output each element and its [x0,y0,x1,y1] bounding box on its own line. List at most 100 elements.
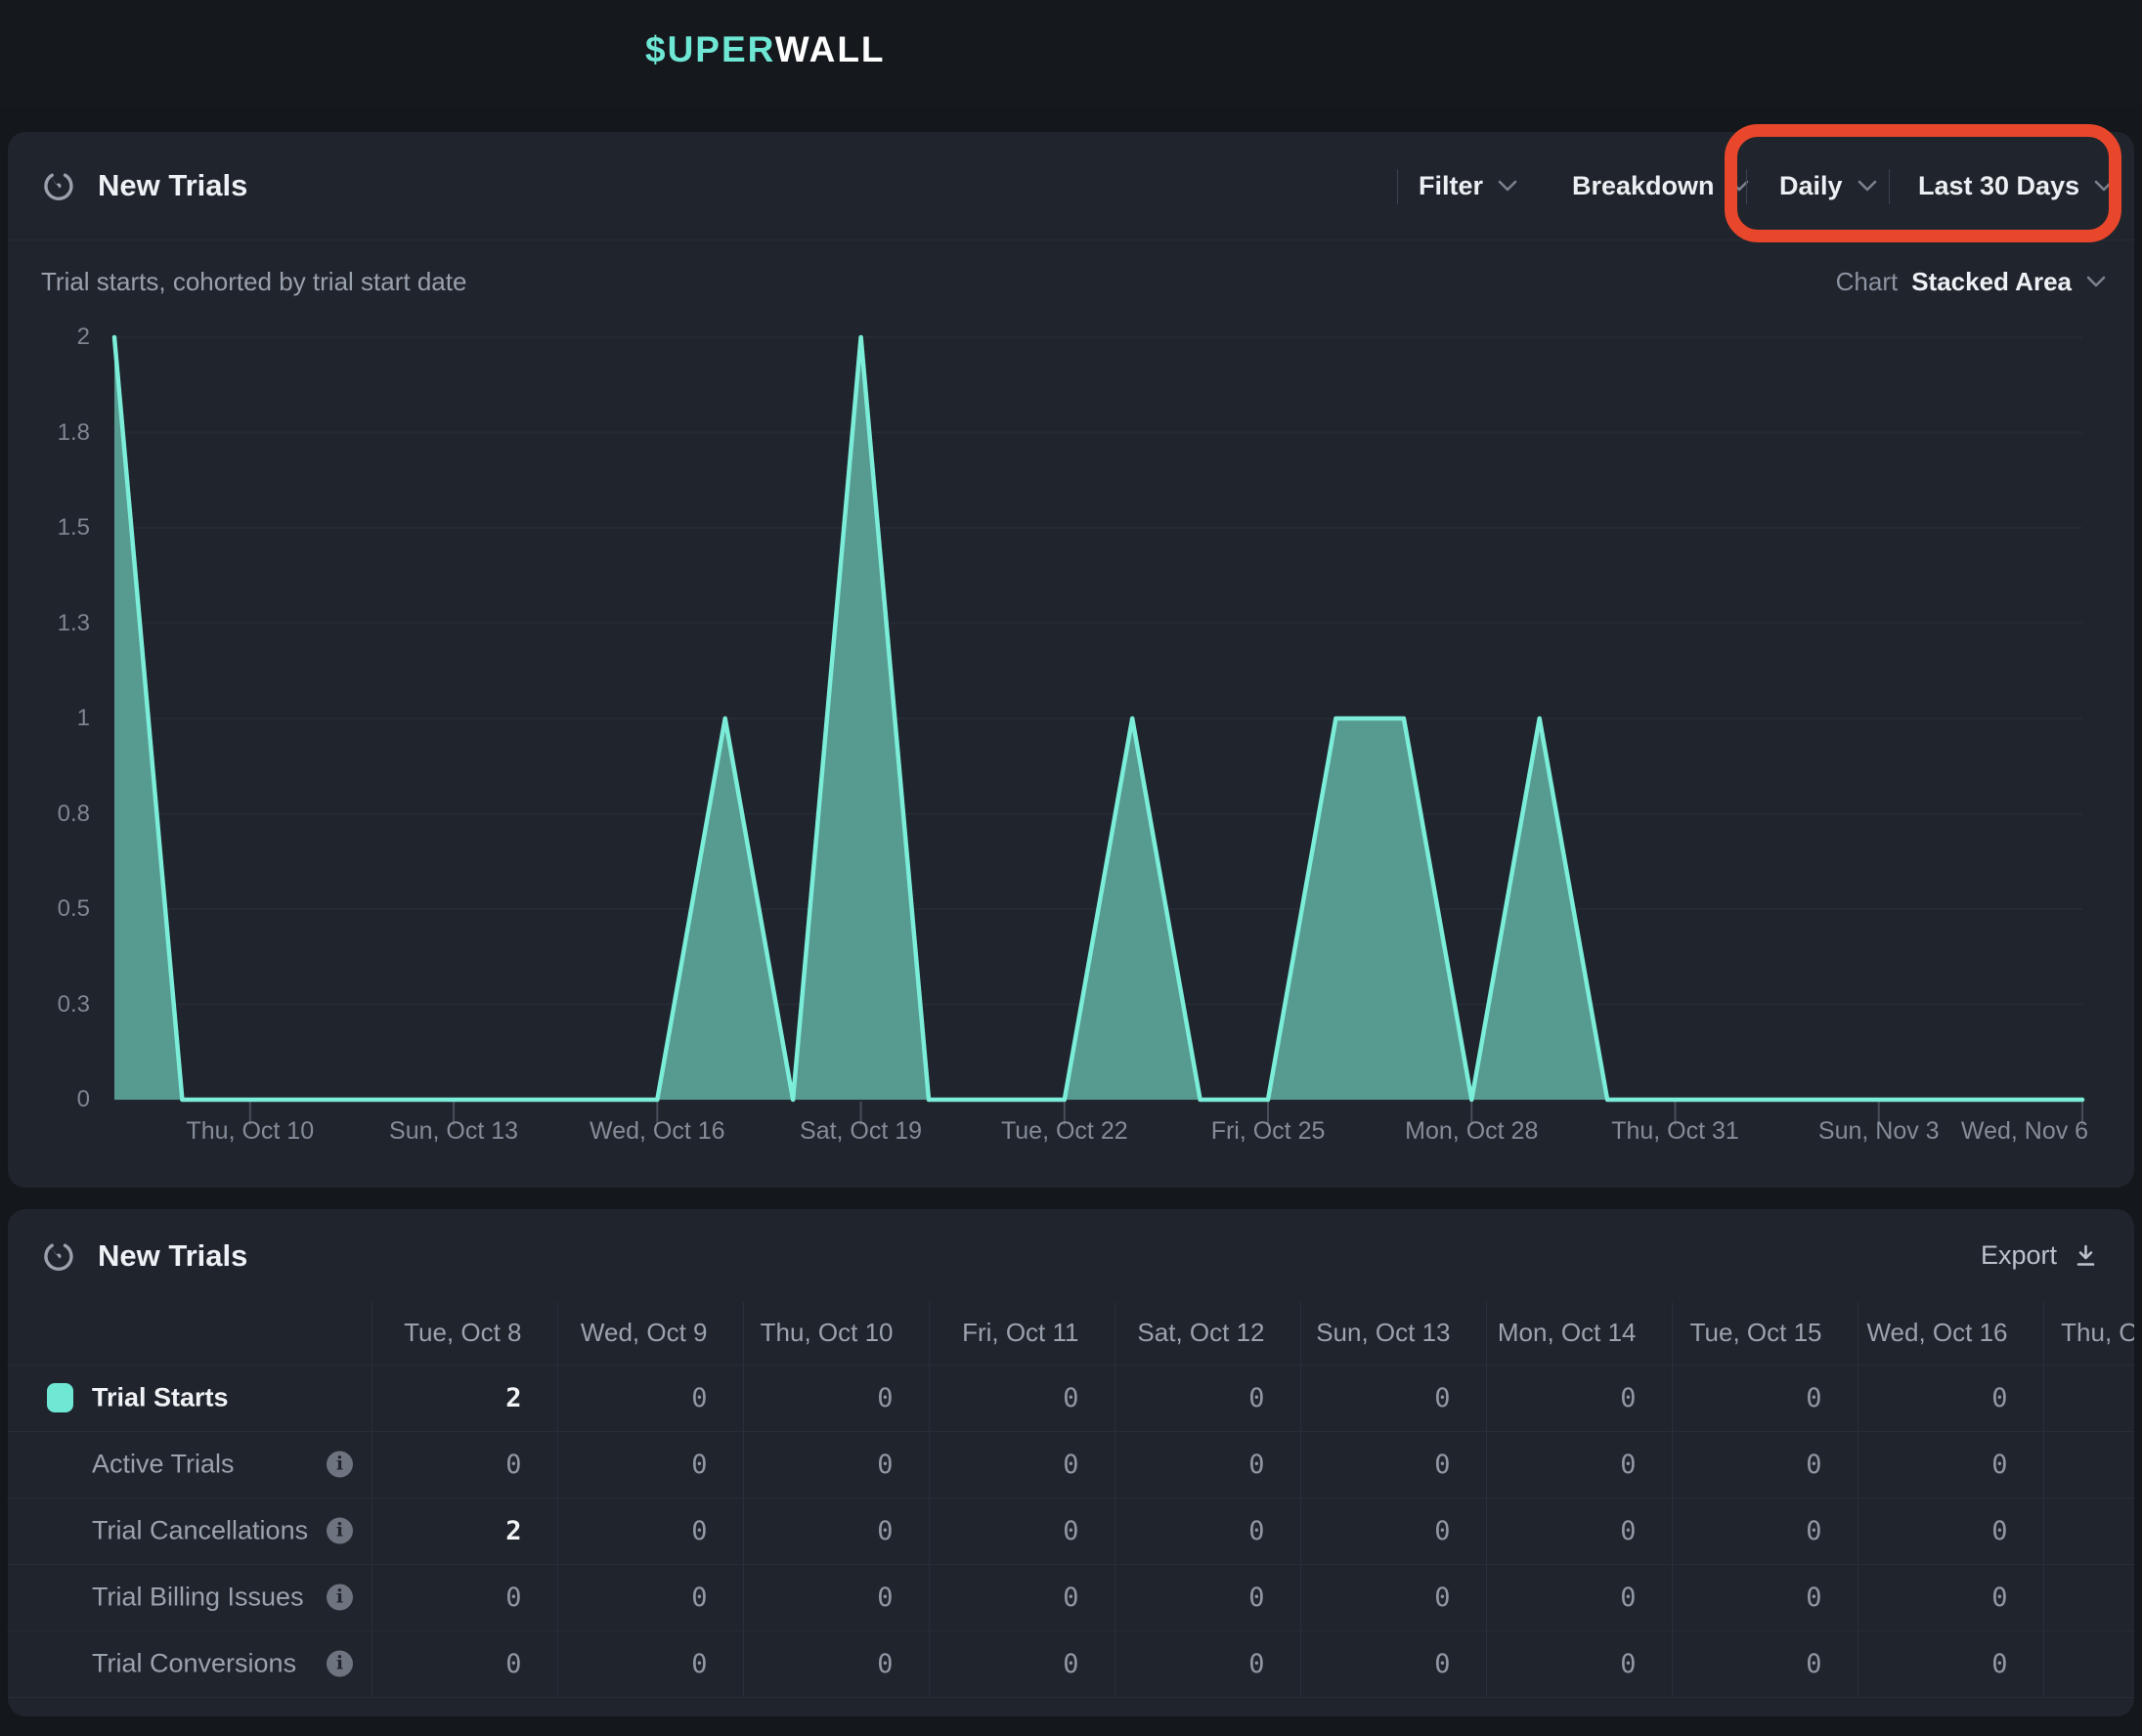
series-line [111,334,2085,1103]
new-trials-chart-card: New Trials Filter Breakdown Daily Last 3… [8,132,2134,1188]
table-value-cell: 2 [371,1365,557,1432]
granularity-dropdown[interactable]: Daily [1779,132,1878,239]
row-label-cell: Trial Billing Issues i [8,1564,372,1631]
table-row: Trial Cancellations i 2 0 0 0 0 0 0 0 0 [8,1497,2134,1565]
table-value-cell: 0 [1857,1431,2043,1498]
table-value-cell [2042,1497,2134,1565]
table-value-cell: 0 [1485,1564,1672,1631]
row-label: Trial Conversions [92,1648,297,1678]
x-axis-label: Sun, Oct 13 [389,1117,519,1145]
granularity-label: Daily [1779,170,1843,200]
table-value-cell: 0 [556,1630,743,1698]
table-value-cell: 0 [1114,1365,1300,1432]
y-axis-label: 0.8 [57,800,90,827]
x-axis-label: Fri, Oct 25 [1210,1117,1326,1145]
chevron-down-icon [2086,276,2106,287]
row-label: Trial Cancellations [92,1515,309,1545]
table-value-cell: 0 [556,1497,743,1565]
table-value-cell: 0 [1857,1365,2043,1432]
table-row: Trial Conversions i 0 0 0 0 0 0 0 0 0 [8,1630,2134,1698]
logo-suffix: WALL [774,29,886,69]
new-trials-table-card: New Trials Export Tue, Oct 8 Wed, Oct 9 Th… [8,1209,2134,1716]
table-value-cell: 0 [1299,1564,1486,1631]
table-value-cell [2042,1431,2134,1498]
table-value-cell: 0 [928,1431,1115,1498]
table-column-header: Tue, Oct 15 [1671,1302,1858,1366]
row-label: Trial Billing Issues [92,1582,304,1612]
table-value-cell: 0 [1671,1497,1858,1565]
top-bar: $UPERWALL [0,0,2142,108]
table-value-cell: 0 [1299,1431,1486,1498]
info-icon[interactable]: i [327,1451,353,1478]
row-label-cell: Trial Conversions i [8,1630,372,1698]
row-label-cell: Trial Cancellations i [8,1497,372,1565]
table-corner-cell [8,1302,372,1366]
table-value-cell: 0 [742,1431,929,1498]
table-value-cell: 2 [371,1497,557,1565]
table-value-cell [2042,1365,2134,1432]
table-value-cell: 0 [1857,1497,2043,1565]
y-axis-label: 0.3 [57,990,90,1018]
y-axis-label: 0.5 [57,895,90,922]
x-axis-label: Tue, Oct 22 [1000,1117,1128,1145]
date-range-dropdown[interactable]: Last 30 Days [1918,132,2115,239]
y-axis-label: 1.8 [57,418,90,446]
row-label-cell: Active Trials i [8,1431,372,1498]
table-card-title: New Trials [98,1237,248,1273]
info-icon[interactable]: i [327,1584,353,1611]
y-axis-label: 1.3 [57,609,90,636]
table-row: Trial Starts 2 0 0 0 0 0 0 0 0 [8,1365,2134,1432]
info-icon[interactable]: i [327,1650,353,1677]
table-value-cell: 0 [928,1630,1115,1698]
table-value-cell: 0 [1671,1365,1858,1432]
table-card-header: New Trials Export [8,1209,2134,1302]
table-value-cell: 0 [742,1564,929,1631]
export-button[interactable]: Export [1981,1209,2099,1302]
chart-subtitle: Trial starts, cohorted by trial start da… [41,267,467,296]
table-column-header: Wed, Oct 16 [1857,1302,2043,1366]
y-axis-label: 1.5 [57,514,90,541]
chart-type-dropdown[interactable]: Chart Stacked Area [1836,267,2107,297]
table-value-cell: 0 [1485,1630,1672,1698]
header-divider [1889,169,1890,204]
chart-type-value: Stacked Area [1911,267,2072,296]
filter-label: Filter [1419,170,1484,200]
table-value-cell: 0 [1299,1630,1486,1698]
table-header-row: Tue, Oct 8 Wed, Oct 9 Thu, Oct 10 Fri, Oct … [8,1302,2134,1366]
chevron-down-icon [1858,180,1876,191]
x-axis-label: Wed, Oct 16 [590,1117,725,1145]
table-value-cell: 0 [1114,1497,1300,1565]
table-column-header: Sun, Oct 13 [1299,1302,1486,1366]
table-row: Trial Billing Issues i 0 0 0 0 0 0 0 0 0 [8,1564,2134,1631]
table-column-header: Wed, Oct 9 [556,1302,743,1366]
y-axis-label: 1 [76,705,90,731]
download-icon [2076,1244,2095,1266]
filter-dropdown[interactable]: Filter [1419,132,1518,239]
date-range-label: Last 30 Days [1918,170,2080,200]
table-value-cell: 0 [928,1564,1115,1631]
breakdown-dropdown[interactable]: Breakdown [1572,132,1750,239]
x-axis-label: Thu, Oct 31 [1611,1117,1739,1145]
row-label-cell: Trial Starts [8,1365,372,1432]
y-axis-label: 2 [76,324,90,350]
row-label: Active Trials [92,1449,235,1479]
table-value-cell: 0 [1671,1564,1858,1631]
table-value-cell: 0 [928,1497,1115,1565]
table-value-cell: 0 [1485,1497,1672,1565]
table-value-cell: 0 [556,1431,743,1498]
logo-prefix: $UPER [645,29,775,69]
stopwatch-icon [44,1242,73,1271]
info-icon[interactable]: i [327,1517,353,1544]
area-fill [114,337,2082,1100]
table-value-cell: 0 [1114,1630,1300,1698]
table-row: Active Trials i 0 0 0 0 0 0 0 0 0 [8,1431,2134,1498]
table-column-header: Fri, Oct 11 [928,1302,1115,1366]
stopwatch-icon [44,173,73,200]
table-value-cell: 0 [1485,1431,1672,1498]
y-axis-label: 0 [76,1086,90,1112]
table-value-cell: 0 [1671,1630,1858,1698]
table-value-cell [2042,1630,2134,1698]
table-column-header: Thu, Oct 17 [2042,1302,2134,1366]
table-column-header: Thu, Oct 10 [742,1302,929,1366]
trials-table: Tue, Oct 8 Wed, Oct 9 Thu, Oct 10 Fri, Oct … [8,1302,2134,1698]
